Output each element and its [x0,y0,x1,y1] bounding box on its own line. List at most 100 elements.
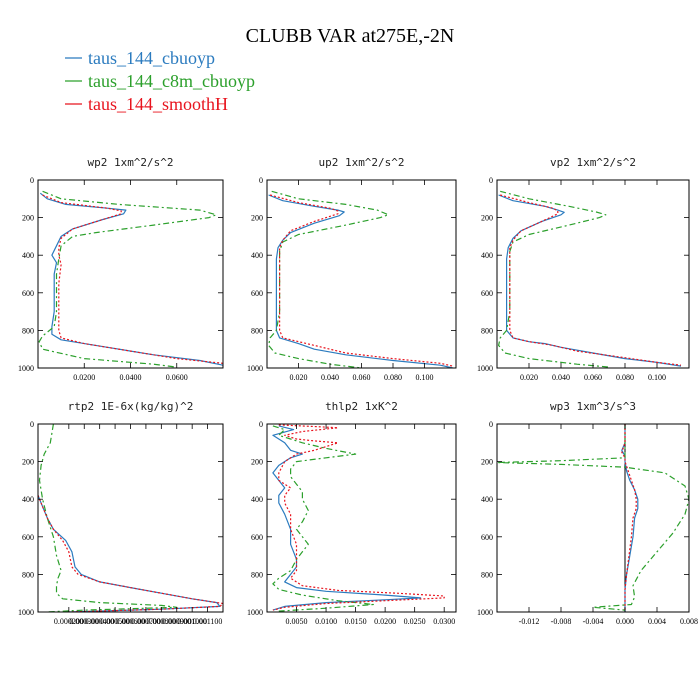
panel-4: rtp2 1E-6x(kg/kg)^2 0 200 400 600 800 1000 0.00… [18,400,224,626]
x-tick-label: 0.000300 [69,617,99,626]
series-line-taus_144_c8m_cbuoyp [497,424,689,611]
y-tick-label: 600 [251,289,263,298]
x-tick-label: 0.040 [321,373,339,382]
panel-title: wp2 1xm^2/s^2 [87,156,173,169]
y-tick-label: 1000 [477,608,493,617]
y-tick-label: 0 [489,176,493,185]
panel-title: thlp2 1xK^2 [325,400,398,413]
plot-frame [37,423,224,613]
series-line-taus_144_cbuoyp [621,424,639,612]
y-tick-label: 800 [481,570,493,579]
x-tick-label: 0.000600 [116,617,146,626]
y-tick-label: 0 [30,176,34,185]
x-tick-label: 0.080 [384,373,402,382]
y-tick-label: 200 [22,458,34,467]
y-tick-label: 400 [481,495,493,504]
plot-frame [37,179,224,369]
y-tick-label: 200 [251,214,263,223]
plot-frame [496,179,690,369]
panel-5: thlp2 1xK^2 0 200 400 600 800 1000 0.0050 0.0100… [247,400,457,626]
x-tick-label: 0.000500 [100,617,130,626]
y-tick-label: 600 [22,289,34,298]
y-tick-label: 1000 [247,364,263,373]
y-tick-label: 400 [22,495,34,504]
series-line-taus_144_smoothH [500,194,682,366]
x-tick-label: -0.008 [551,617,572,626]
x-tick-label: 0.0200 [374,617,396,626]
plot-frame [266,179,457,369]
y-tick-label: 200 [481,214,493,223]
x-tick-label: 0.100 [416,373,434,382]
x-tick-label: 0.060 [584,373,602,382]
y-tick-label: 600 [481,289,493,298]
series-line-taus_144_smoothH [38,495,223,612]
y-tick-label: 600 [22,533,34,542]
series-line-taus_144_c8m_cbuoyp [268,190,389,368]
x-tick-label: 0.0100 [315,617,337,626]
panel-6: wp3 1xm^3/s^3 0 200 400 600 800 1000 -0.012 -0.0… [477,400,698,626]
panel-title: up2 1xm^2/s^2 [318,156,404,169]
figure-title: CLUBB VAR at275E,-2N [246,25,455,47]
x-tick-label: 0.0250 [404,617,426,626]
x-tick-label: 0.0150 [345,617,367,626]
legend: taus_144_cbuoyp taus_144_c8m_cbuoyp taus_1… [65,48,255,114]
x-tick-label: 0.0400 [120,373,142,382]
plot-frame [496,423,690,613]
panel-3: vp2 1xm^2/s^2 0 200 400 600 800 1000 0.020 0.040… [477,156,690,382]
series-line-taus_144_cbuoyp [268,194,454,368]
x-tick-label: 0.020 [520,373,538,382]
panel-title: wp3 1xm^3/s^3 [550,400,636,413]
y-tick-label: 600 [251,533,263,542]
x-tick-label: 0.001100 [193,617,223,626]
y-tick-label: 0 [259,176,263,185]
x-tick-label: 0.000200 [54,617,84,626]
x-tick-label: 0.000 [616,617,634,626]
y-tick-label: 400 [251,251,263,260]
series-line-taus_144_c8m_cbuoyp [38,424,178,612]
y-tick-label: 600 [481,533,493,542]
y-tick-label: 200 [481,458,493,467]
x-tick-label: 0.020 [290,373,308,382]
y-tick-label: 400 [251,495,263,504]
x-tick-label: 0.000700 [131,617,161,626]
plot-frame [266,423,457,613]
panel-2: up2 1xm^2/s^2 0 200 400 600 800 1000 0.020 0.040… [247,156,457,382]
x-tick-label: 0.0050 [286,617,308,626]
x-tick-label: 0.008 [680,617,698,626]
x-tick-label: 0.080 [616,373,634,382]
series-line-taus_144_smoothH [42,194,223,367]
x-tick-label: 0.040 [552,373,570,382]
legend-label: taus_144_c8m_cbuoyp [88,71,255,91]
y-tick-label: 1000 [18,608,34,617]
series-line-taus_144_smoothH [272,424,445,611]
series-line-taus_144_c8m_cbuoyp [38,190,217,368]
y-tick-label: 800 [22,326,34,335]
panel-title: vp2 1xm^2/s^2 [550,156,636,169]
y-tick-label: 800 [22,570,34,579]
y-tick-label: 200 [251,458,263,467]
y-tick-label: 1000 [477,364,493,373]
y-tick-label: 800 [251,326,263,335]
x-tick-label: -0.004 [583,617,604,626]
x-tick-label: 0.0600 [166,373,188,382]
y-tick-label: 400 [22,251,34,260]
series-line-taus_144_c8m_cbuoyp [498,190,610,368]
legend-label: taus_144_cbuoyp [88,48,215,68]
series-line-taus_144_smoothH [621,424,637,612]
x-tick-label: -0.012 [519,617,540,626]
x-tick-label: 0.000900 [162,617,192,626]
series-line-taus_144_c8m_cbuoyp [272,425,374,612]
y-tick-label: 800 [251,570,263,579]
series-line-taus_144_cbuoyp [38,495,221,612]
series-line-taus_144_cbuoyp [498,194,682,367]
y-tick-label: 800 [481,326,493,335]
x-tick-label: 0.0200 [73,373,95,382]
series-line-taus_144_smoothH [269,194,454,367]
y-tick-label: 200 [22,214,34,223]
y-tick-label: 0 [489,420,493,429]
panel-title: rtp2 1E-6x(kg/kg)^2 [68,400,194,413]
y-tick-label: 400 [481,251,493,260]
x-tick-label: 0.060 [353,373,371,382]
